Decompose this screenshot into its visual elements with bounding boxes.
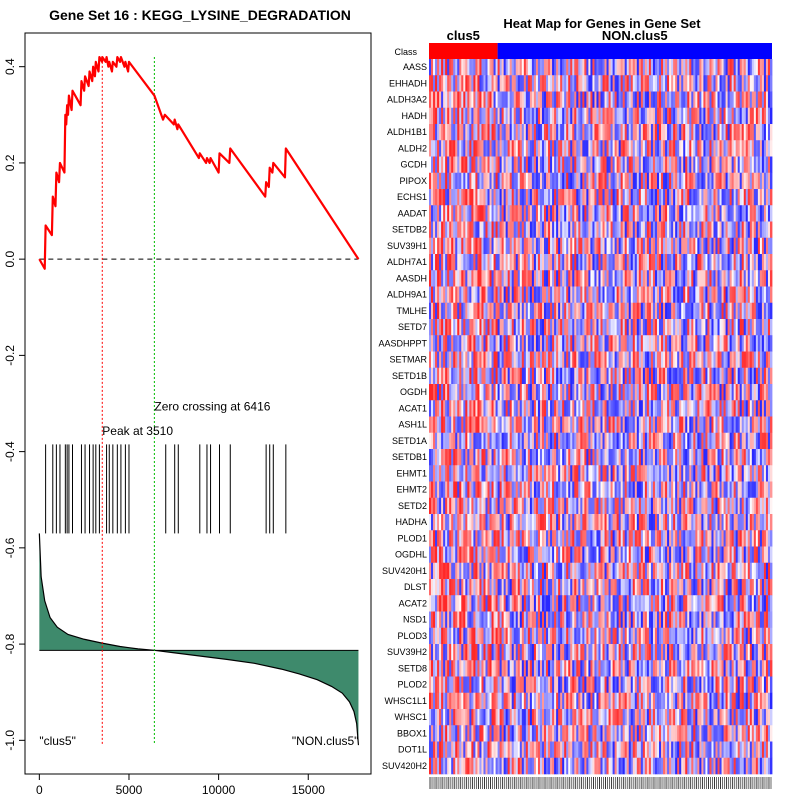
heatmap-row xyxy=(429,140,772,157)
y-tick-label: 0.0 xyxy=(3,250,17,267)
heatmap-class-bar: Class clus5 NON.clus5 xyxy=(394,28,772,59)
ranked-metric-line xyxy=(39,533,358,745)
heatmap-row xyxy=(429,222,772,239)
heatmap-cell xyxy=(770,319,772,336)
enrichment-curve xyxy=(39,57,358,269)
class-row-label: Class xyxy=(394,47,417,57)
y-tick-label: -0.8 xyxy=(3,633,17,654)
heatmap-cell xyxy=(770,335,772,352)
class-group-label: NON.clus5 xyxy=(602,28,668,43)
heatmap-row xyxy=(429,238,772,255)
enrichment-annotations: Peak at 3510 Zero crossing at 6416 "clus… xyxy=(39,400,358,748)
heatmap-cell xyxy=(770,465,772,482)
heatmap-row xyxy=(429,433,772,450)
enrichment-curve-group xyxy=(39,57,358,269)
y-tick-label: 0.4 xyxy=(3,58,17,75)
left-class-label: "clus5" xyxy=(39,734,76,748)
heatmap-cell xyxy=(770,498,772,515)
heatmap-cell xyxy=(770,124,772,141)
x-tick-label: 5000 xyxy=(116,783,143,797)
heatmap-row xyxy=(429,465,772,482)
y-tick-label: -0.4 xyxy=(3,441,17,462)
heatmap-cell xyxy=(770,92,772,109)
heatmap-cell xyxy=(770,59,772,76)
heatmap-row xyxy=(429,108,772,125)
heatmap-cell xyxy=(770,254,772,271)
gene-hit-markers xyxy=(46,444,286,533)
heatmap-row xyxy=(429,189,772,206)
zero-crossing-label: Zero crossing at 6416 xyxy=(154,400,270,414)
heatmap-row xyxy=(429,498,772,515)
heatmap-row xyxy=(429,352,772,369)
heatmap-cell xyxy=(770,75,772,92)
x-tick-label: 10000 xyxy=(202,783,236,797)
y-tick-label: -0.2 xyxy=(3,345,17,366)
heatmap-cell xyxy=(770,205,772,222)
heatmap-row xyxy=(429,287,772,304)
heatmap-cell xyxy=(770,140,772,157)
heatmap-cell xyxy=(770,189,772,206)
heatmap-cell xyxy=(770,157,772,174)
heatmap-cell xyxy=(770,449,772,466)
heatmap-row xyxy=(429,368,772,385)
heatmap-cell xyxy=(770,238,772,255)
heatmap-cell xyxy=(770,270,772,287)
y-tick-label: -1.0 xyxy=(3,730,17,751)
x-tick-label: 0 xyxy=(36,783,43,797)
heatmap-row xyxy=(429,75,772,92)
heatmap-cell xyxy=(770,417,772,434)
class-group-label: clus5 xyxy=(447,28,480,43)
heatmap-row xyxy=(429,173,772,190)
enrichment-plot-title: Gene Set 16 : KEGG_LYSINE_DEGRADATION xyxy=(49,7,351,23)
heatmap-row xyxy=(429,449,772,466)
heatmap-row xyxy=(429,400,772,417)
heatmap-cell xyxy=(770,303,772,320)
heatmap-row xyxy=(429,514,772,531)
heatmap-row xyxy=(429,417,772,434)
heatmap-cell xyxy=(770,384,772,401)
heatmap-cell xyxy=(770,482,772,499)
class-segment xyxy=(498,43,772,59)
heatmap-cell xyxy=(770,108,772,125)
heatmap-cell xyxy=(770,352,772,369)
heatmap-row xyxy=(429,303,772,320)
y-tick-label: -0.6 xyxy=(3,537,17,558)
heatmap-cell xyxy=(770,400,772,417)
heatmap-row xyxy=(429,157,772,174)
ranked-metric-fill xyxy=(39,533,358,745)
peak-label: Peak at 3510 xyxy=(102,424,173,438)
heatmap-row xyxy=(429,59,772,76)
heatmap-row xyxy=(429,384,772,401)
heatmap-row xyxy=(429,254,772,271)
heatmap-cells xyxy=(429,59,772,774)
class-segment xyxy=(429,43,498,59)
heatmap-row xyxy=(429,205,772,222)
y-tick-label: 0.2 xyxy=(3,154,17,171)
heatmap-row xyxy=(429,335,772,352)
heatmap-cell xyxy=(770,173,772,190)
heatmap-row xyxy=(429,319,772,336)
heatmap-cell xyxy=(770,222,772,239)
heatmap-cell xyxy=(770,287,772,304)
heatmap-row xyxy=(429,92,772,109)
ranked-metric-area xyxy=(39,533,358,745)
heatmap-row xyxy=(429,270,772,287)
heatmap-row xyxy=(429,124,772,141)
heatmap-row xyxy=(429,482,772,499)
heatmap-cell xyxy=(770,433,772,450)
right-class-label: "NON.clus5" xyxy=(292,734,359,748)
x-tick-label: 15000 xyxy=(292,783,326,797)
heatmap-cell xyxy=(770,368,772,385)
